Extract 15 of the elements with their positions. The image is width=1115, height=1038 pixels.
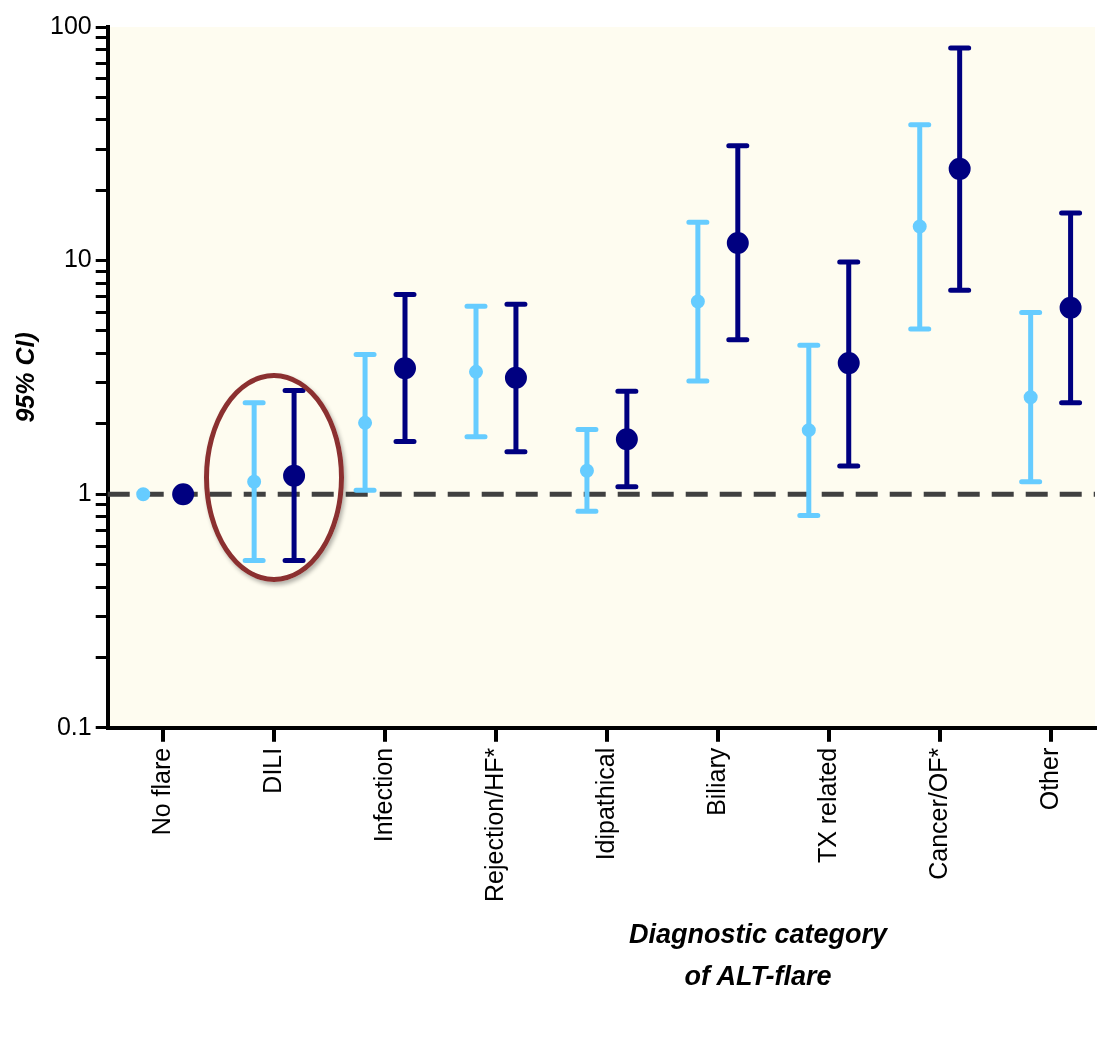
x-tick-label: DILI xyxy=(258,747,286,794)
x-tick-label: Infection xyxy=(368,747,397,843)
x-tick-label: Idipathical xyxy=(590,747,619,861)
x-tick-label: No flare xyxy=(147,747,176,836)
y-tick-label: 0.1 xyxy=(56,711,92,740)
x-tick-label: Cancer/OF* xyxy=(923,747,952,880)
y-tick-label: 10 xyxy=(63,244,92,273)
y-tick-label: 100 xyxy=(49,10,92,39)
x-tick-label: Other xyxy=(1034,747,1063,811)
x-tick-label: TX related xyxy=(812,747,841,864)
x-tick-label: Rejection/HF* xyxy=(479,747,508,903)
x-tick-label: Biliary xyxy=(701,747,730,816)
y-tick-label: 1 xyxy=(77,478,92,507)
x-axis-title: Diagnostic category of ALT-flare xyxy=(627,918,889,993)
y-axis-title: 95% CI) xyxy=(10,332,39,423)
